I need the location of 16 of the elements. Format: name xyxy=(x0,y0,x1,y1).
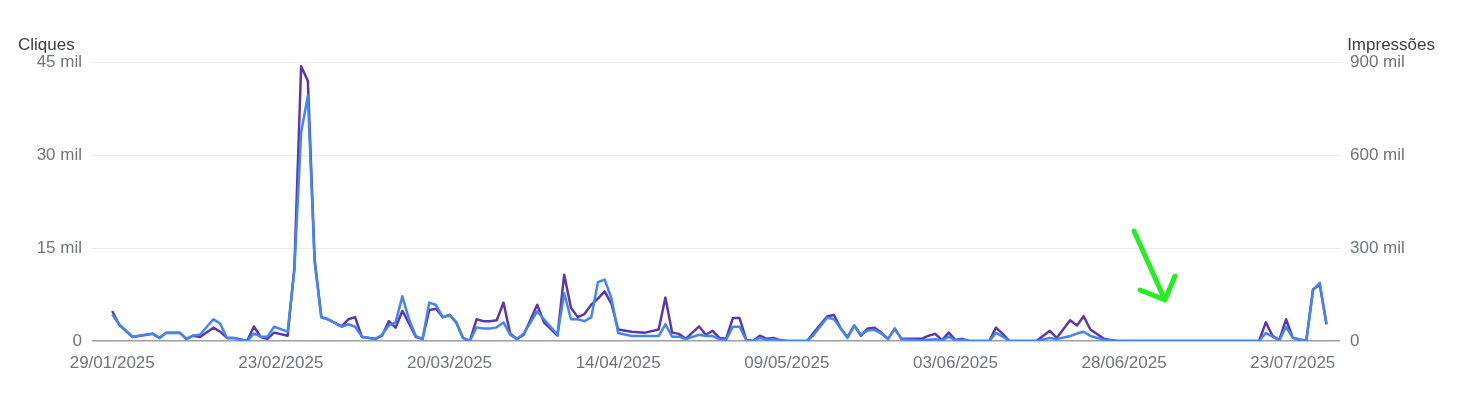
y2-tick-label: 0 xyxy=(1350,330,1360,350)
y-tick-label: 0 xyxy=(72,330,82,350)
x-tick-label: 28/06/2025 xyxy=(1081,352,1167,372)
x-tick-label: 29/01/2025 xyxy=(69,352,155,372)
y-tick-label: 30 mil xyxy=(36,144,82,164)
x-tick-label: 23/07/2025 xyxy=(1250,352,1336,372)
x-tick-label: 14/04/2025 xyxy=(575,352,661,372)
y2-axis-title: Impressões xyxy=(1347,35,1435,54)
x-tick-label: 09/05/2025 xyxy=(744,352,830,372)
x-tick-label: 03/06/2025 xyxy=(912,352,999,372)
x-tick-label: 20/03/2025 xyxy=(406,352,493,372)
y2-tick-label: 300 mil xyxy=(1350,237,1405,257)
x-tick-label: 23/02/2025 xyxy=(238,352,324,372)
y-axis-title: Cliques xyxy=(18,35,75,54)
y-tick-label: 15 mil xyxy=(36,237,82,257)
y2-tick-label: 600 mil xyxy=(1350,144,1405,164)
